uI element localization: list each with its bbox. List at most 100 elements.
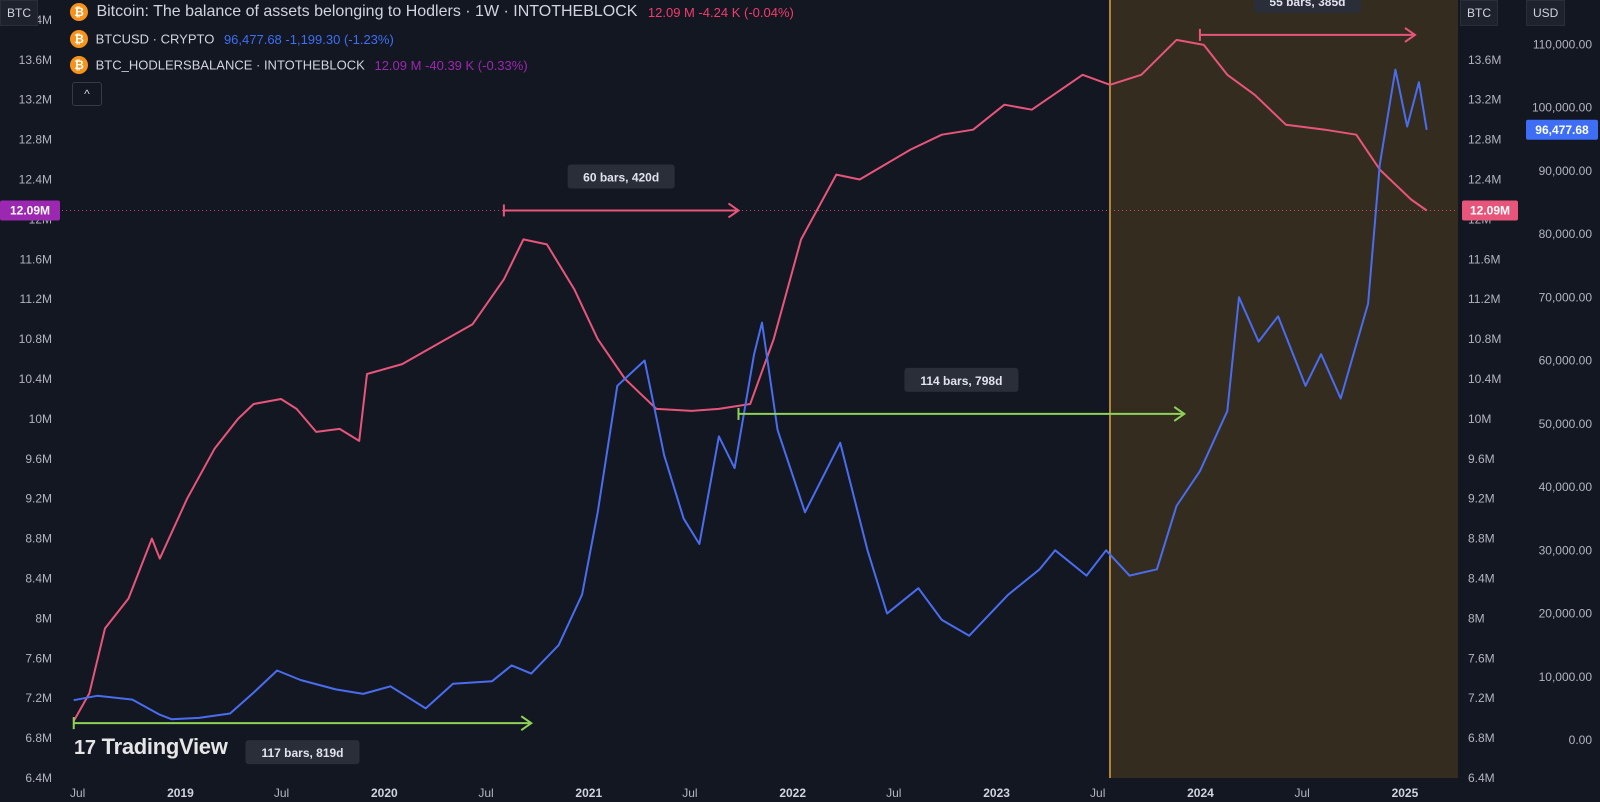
measure-label: 55 bars, 385d xyxy=(1269,0,1345,9)
left-axis-tick-label: 11.2M xyxy=(20,292,52,306)
right-axis-btc-tick-label: 13.2M xyxy=(1468,93,1501,107)
x-axis-tick-label: Jul xyxy=(274,786,289,800)
legend-row-hodlers[interactable]: ₿ Bitcoin: The balance of assets belongi… xyxy=(70,3,794,21)
left-axis-tick-label: 9.2M xyxy=(25,492,52,506)
right-axis-btc-tick-label: 9.6M xyxy=(1468,452,1495,466)
left-axis-tick-label: 9.6M xyxy=(25,452,52,466)
btcusd-price-line xyxy=(73,68,1428,721)
x-axis-tick-label: 2024 xyxy=(1187,786,1214,800)
x-axis-tick-label: 2019 xyxy=(167,786,194,800)
right-axis-usd-tick-label: 50,000.00 xyxy=(1539,417,1593,431)
right-axis-usd-tick-label: 90,000.00 xyxy=(1539,164,1593,178)
legend-row-btcusd[interactable]: ₿ BTCUSD · CRYPTO 96,477.68 -1,199.30 (-… xyxy=(70,30,394,48)
right-axis-btc-tick-label: 12.8M xyxy=(1468,133,1501,147)
right-axis-btc-tick-label: 12.4M xyxy=(1468,173,1501,187)
measure-label-box xyxy=(245,740,360,765)
measure-arrowhead xyxy=(520,715,533,731)
hodlers-balance-line xyxy=(72,38,1428,722)
measure-label-box xyxy=(567,164,675,189)
right-axis-usd-tick-label: 40,000.00 xyxy=(1539,480,1593,494)
left-axis-tick-label: 13.6M xyxy=(19,53,52,67)
right-scale-box-usd[interactable]: USD xyxy=(1526,0,1566,26)
right-usd-price-tag-bg xyxy=(1526,119,1598,140)
left-axis-tick-label: 10.8M xyxy=(19,332,52,346)
right-axis-btc-tick-label: 13.6M xyxy=(1468,53,1501,67)
left-axis-tick-label: 8M xyxy=(35,611,52,625)
legend-value: 12.09 M -40.39 K (-0.33%) xyxy=(374,57,528,73)
left-axis-tick-label: 10.4M xyxy=(19,372,52,386)
x-axis-tick-label: 2020 xyxy=(371,786,398,800)
left-axis-tick-label: 6.8M xyxy=(25,731,52,745)
right-axis-btc-tick-label: 8.4M xyxy=(1468,572,1495,586)
left-axis-tick-label: 8.4M xyxy=(25,572,52,586)
left-axis-tick-label: 11.6M xyxy=(20,252,52,266)
right-axis-btc-tick-label: 7.6M xyxy=(1468,651,1495,665)
right-axis-btc-tick-label: 9.2M xyxy=(1468,492,1495,506)
right-usd-price-tag: 96,477.68 xyxy=(1535,123,1589,137)
measure-label-box xyxy=(1253,0,1361,13)
right-axis-usd-tick-label: 80,000.00 xyxy=(1539,227,1593,241)
right-axis-usd-tick-label: 70,000.00 xyxy=(1539,290,1593,304)
tradingview-logo-text: TradingView xyxy=(101,734,228,759)
right-axis-usd-tick-label: 20,000.00 xyxy=(1539,607,1593,621)
symbol-box[interactable]: BTC xyxy=(0,0,38,26)
right-axis-usd-tick-label: 100,000.00 xyxy=(1532,101,1592,115)
x-axis-tick-label: 2025 xyxy=(1392,786,1419,800)
collapse-legend-button[interactable]: ^ xyxy=(72,82,102,106)
right-btc-price-tag: 12.09M xyxy=(1470,203,1510,217)
left-axis-tick-label: 13.2M xyxy=(19,93,52,107)
bitcoin-icon: ₿ xyxy=(70,3,88,21)
tradingview-logo-mark: 17 xyxy=(74,737,96,759)
measure-label-box xyxy=(904,367,1019,392)
legend-value: 96,477.68 -1,199.30 (-1.23%) xyxy=(223,31,394,47)
right-axis-usd-tick-label: 110,000.00 xyxy=(1533,37,1592,51)
measure-label: 114 bars, 798d xyxy=(920,374,1002,388)
right-axis-btc-tick-label: 10.8M xyxy=(1468,332,1501,346)
highlight-region xyxy=(1109,0,1458,778)
right-axis-btc-tick-label: 11.6M xyxy=(1468,252,1500,266)
measure-label: 60 bars, 420d xyxy=(583,170,659,184)
right-btc-price-tag-bg xyxy=(1462,200,1518,221)
x-axis-tick-label: Jul xyxy=(1294,786,1309,800)
left-axis-tick-label: 6.4M xyxy=(25,771,52,785)
left-axis-tick-label: 12.4M xyxy=(19,173,52,187)
x-axis-tick-label: Jul xyxy=(886,786,901,800)
right-axis-btc-tick-label: 7.2M xyxy=(1468,691,1495,705)
measure-arrowhead xyxy=(1173,406,1187,422)
x-axis-tick-label: Jul xyxy=(70,786,85,800)
left-axis-tick-label: 8.8M xyxy=(25,532,52,546)
bitcoin-icon: ₿ xyxy=(70,56,88,74)
legend-row-hodlersbalance[interactable]: ₿ BTC_HODLERSBALANCE · INTOTHEBLOCK 12.0… xyxy=(70,56,528,74)
right-axis-btc-tick-label: 10M xyxy=(1468,412,1491,426)
right-axis-btc-tick-label: 8M xyxy=(1468,611,1485,625)
right-axis-usd-tick-label: 30,000.00 xyxy=(1539,543,1593,557)
bitcoin-icon: ₿ xyxy=(70,30,88,48)
x-axis-tick-label: Jul xyxy=(682,786,697,800)
measure-label: 117 bars, 819d xyxy=(261,746,343,760)
left-price-tag: 12.09M xyxy=(10,203,50,217)
x-axis-tick-label: 2023 xyxy=(983,786,1010,800)
legend-title: BTC_HODLERSBALANCE · INTOTHEBLOCK xyxy=(95,57,365,73)
legend-title: BTCUSD · CRYPTO xyxy=(95,31,215,47)
right-scale-box-btc[interactable]: BTC xyxy=(1460,0,1498,26)
measure-arrowhead xyxy=(727,202,741,219)
tradingview-logo: 17 TradingView xyxy=(74,734,228,760)
legend-title: Bitcoin: The balance of assets belonging… xyxy=(96,3,638,20)
x-axis-tick-label: Jul xyxy=(1090,786,1105,800)
measure-arrowhead xyxy=(1404,27,1417,43)
x-axis-tick-label: Jul xyxy=(478,786,493,800)
x-axis-tick-label: 2022 xyxy=(779,786,806,800)
left-price-tag-bg xyxy=(0,200,60,221)
right-axis-btc-tick-label: 6.8M xyxy=(1468,731,1495,745)
right-axis-usd-tick-label: 60,000.00 xyxy=(1539,354,1593,368)
right-axis-btc-tick-label: 8.8M xyxy=(1468,532,1495,546)
left-axis-tick-label: 12.8M xyxy=(19,133,52,147)
left-axis-tick-label: 7.2M xyxy=(25,691,52,705)
right-axis-usd-tick-label: 10,000.00 xyxy=(1539,670,1593,684)
right-axis-btc-tick-label: 11.2M xyxy=(1468,292,1500,306)
right-axis-usd-tick-label: 0.00 xyxy=(1569,733,1593,747)
x-axis-tick-label: 2021 xyxy=(575,786,602,800)
left-axis-tick-label: 10M xyxy=(29,412,52,426)
right-axis-btc-tick-label: 10.4M xyxy=(1468,372,1501,386)
